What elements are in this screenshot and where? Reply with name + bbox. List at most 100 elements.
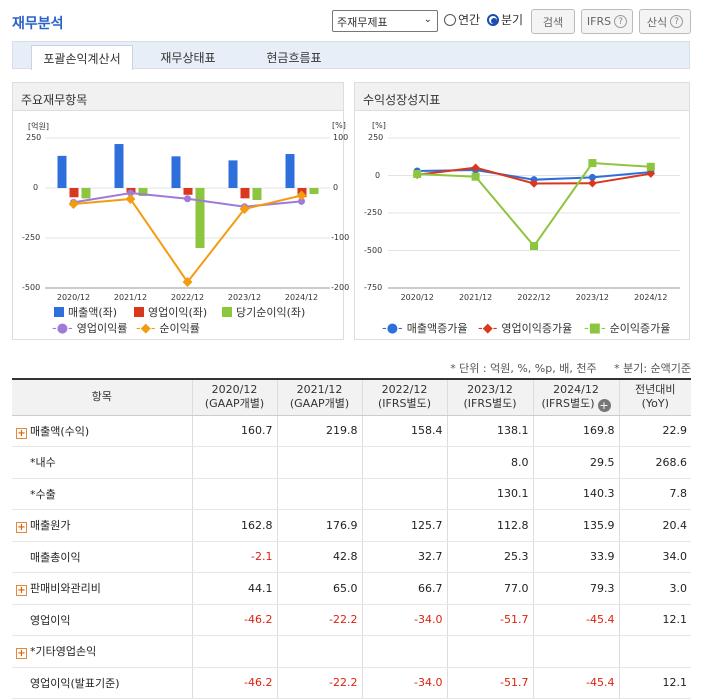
header-label: 2024/12	[553, 382, 599, 396]
value-cell: 25.3	[446, 541, 533, 573]
tab-income-statement[interactable]: 포괄손익계산서	[31, 45, 133, 70]
row-label-cell[interactable]: + 매출액(수익)	[12, 415, 192, 447]
value-cell: 20.4	[618, 509, 691, 542]
basis-note: * 분기: 순액기준	[614, 362, 691, 375]
value-cell: -34.0	[361, 604, 447, 636]
unit-note: * 단위 : 억원, %, %p, 배, 천주	[450, 362, 597, 375]
point	[530, 242, 538, 250]
header-sublabel: (IFRS별도)	[377, 397, 432, 411]
formula-button[interactable]: 산식 ?	[639, 9, 691, 34]
table-row: + 판매비와관리비 44.1 65.0 66.7 77.0 79.3 3.0	[12, 572, 691, 605]
ifrs-button[interactable]: IFRS ?	[581, 9, 633, 34]
page-title: 재무분석	[12, 16, 64, 32]
report-type-value: 주재무제표	[337, 16, 388, 29]
radio-annual-label: 연간	[458, 13, 481, 27]
notes: * 단위 : 억원, %, %p, 배, 천주 * 분기: 순액기준	[450, 360, 691, 376]
legend-item[interactable]: -◆- 영업이익증가율	[478, 320, 572, 336]
chart-title: 수익성장성지표	[355, 83, 689, 111]
column-header-period: 전년대비 (YoY)	[618, 378, 691, 416]
row-label-cell[interactable]: + 매출원가	[12, 509, 192, 542]
table-header-row: 항목 2020/12 (GAAP개별) 2021/12 (GAAP개별) 2022/12(…	[12, 378, 691, 416]
value-cell: 12.1	[618, 604, 691, 636]
value-cell: 162.8	[191, 509, 277, 542]
expand-icon[interactable]: +	[16, 522, 27, 534]
point	[125, 194, 136, 204]
legend-label: 순이익증가율	[609, 322, 671, 335]
table-row: + 매출원가 162.8 176.9 125.7 112.8 135.9 20.4	[12, 509, 691, 542]
row-label: 매출원가	[30, 519, 71, 533]
row-label-cell: *내수	[12, 446, 192, 479]
header-label: 2023/12	[467, 383, 513, 397]
value-cell: 135.9	[532, 509, 619, 542]
point	[471, 163, 480, 172]
legend-item[interactable]: 영업이익(좌)	[134, 304, 207, 320]
report-type-select[interactable]: 주재무제표 ⌄	[332, 10, 438, 32]
value-cell: 66.7	[361, 572, 447, 605]
right-tick: 100	[333, 133, 349, 142]
value-cell: 42.8	[276, 541, 362, 573]
point	[127, 189, 134, 197]
value-cell: -51.7	[446, 604, 533, 636]
value-cell: 79.3	[532, 572, 619, 605]
y-tick: 0	[375, 171, 381, 180]
value-cell: 32.7	[361, 541, 447, 573]
top-bar: 재무분석 주재무제표 ⌄ 연간 분기 검색 IFRS ? 산식 ?	[0, 0, 705, 40]
value-cell: 34.0	[618, 541, 691, 573]
value-cell: -45.4	[532, 604, 619, 636]
row-label: 영업이익(발표기준)	[30, 676, 120, 690]
header-sublabel: (YoY)	[641, 397, 669, 411]
y-tick: -750	[364, 283, 383, 292]
point	[239, 204, 250, 214]
expand-icon[interactable]: +	[16, 585, 27, 597]
header-sublabel: (IFRS별도)	[541, 396, 595, 410]
radio-quarter[interactable]: 분기	[487, 11, 523, 28]
header-label: 2021/12	[296, 383, 343, 397]
column-header-period: 2023/12 (IFRS별도)	[446, 378, 533, 416]
table-row: *수출 130.1 140.3 7.8	[12, 478, 691, 510]
expand-icon[interactable]: +	[16, 648, 27, 660]
search-button[interactable]: 검색	[531, 9, 575, 34]
column-header-period: 2022/12 (IFRS별도)	[361, 378, 447, 416]
legend-label: 영업이익(좌)	[148, 306, 208, 319]
row-label-cell[interactable]: + 판매비와관리비	[12, 572, 192, 605]
legend-item[interactable]: 당기순이익(좌)	[222, 304, 305, 320]
add-column-icon[interactable]: +	[597, 398, 611, 412]
column-header-period: 2020/12 (GAAP개별)	[191, 378, 277, 416]
financial-table: 항목 2020/12 (GAAP개별) 2021/12 (GAAP개별) 2022/12(…	[12, 378, 691, 699]
legend-item[interactable]: 매출액(좌)	[54, 304, 117, 320]
value-cell: 140.3	[532, 478, 619, 510]
y-tick: -500	[364, 246, 383, 255]
left-tick: 0	[33, 183, 39, 192]
table-body: + 매출액(수익) 160.7 219.8 158.4 138.1 169.8 22.9 *내수…	[12, 415, 691, 699]
column-header-item: 항목	[12, 378, 192, 416]
point	[646, 162, 655, 171]
row-label: 매출총이익	[30, 550, 81, 564]
legend-item[interactable]: -◆- 순이익률	[136, 320, 200, 336]
help-icon: ?	[614, 15, 628, 28]
chart-title: 주요재무항목	[13, 83, 343, 111]
tab-balance-sheet[interactable]: 재무상태표	[160, 51, 216, 65]
legend-item[interactable]: -●- 영업이익률	[52, 320, 127, 336]
legend-label: 순이익률	[159, 322, 200, 335]
point	[588, 159, 597, 168]
radio-annual[interactable]: 연간	[444, 11, 480, 28]
point	[471, 172, 480, 181]
tab-cash-flow[interactable]: 현금흐름표	[266, 51, 322, 65]
point	[298, 197, 305, 205]
legend-item[interactable]: -■- 순이익증가율	[584, 320, 670, 336]
row-label: 판매비와관리비	[30, 582, 101, 596]
expand-icon[interactable]: +	[16, 427, 27, 439]
bar	[228, 160, 238, 188]
legend-marker-icon: -◆-	[136, 320, 156, 336]
point	[588, 173, 596, 181]
value-cell: 44.1	[191, 572, 277, 605]
value-cell: 33.9	[532, 541, 619, 573]
legend-item[interactable]: -●- 매출액증가율	[382, 320, 467, 336]
table-row: *내수 8.0 29.5 268.6	[12, 446, 691, 479]
legend-label: 매출액증가율	[406, 322, 468, 335]
right-tick: 0	[333, 183, 339, 192]
row-label-cell[interactable]: + *기타영업손익	[12, 635, 192, 668]
column-header-period: 2024/12 (IFRS별도) +	[532, 378, 619, 416]
right-axis-unit: [%]	[332, 121, 346, 130]
